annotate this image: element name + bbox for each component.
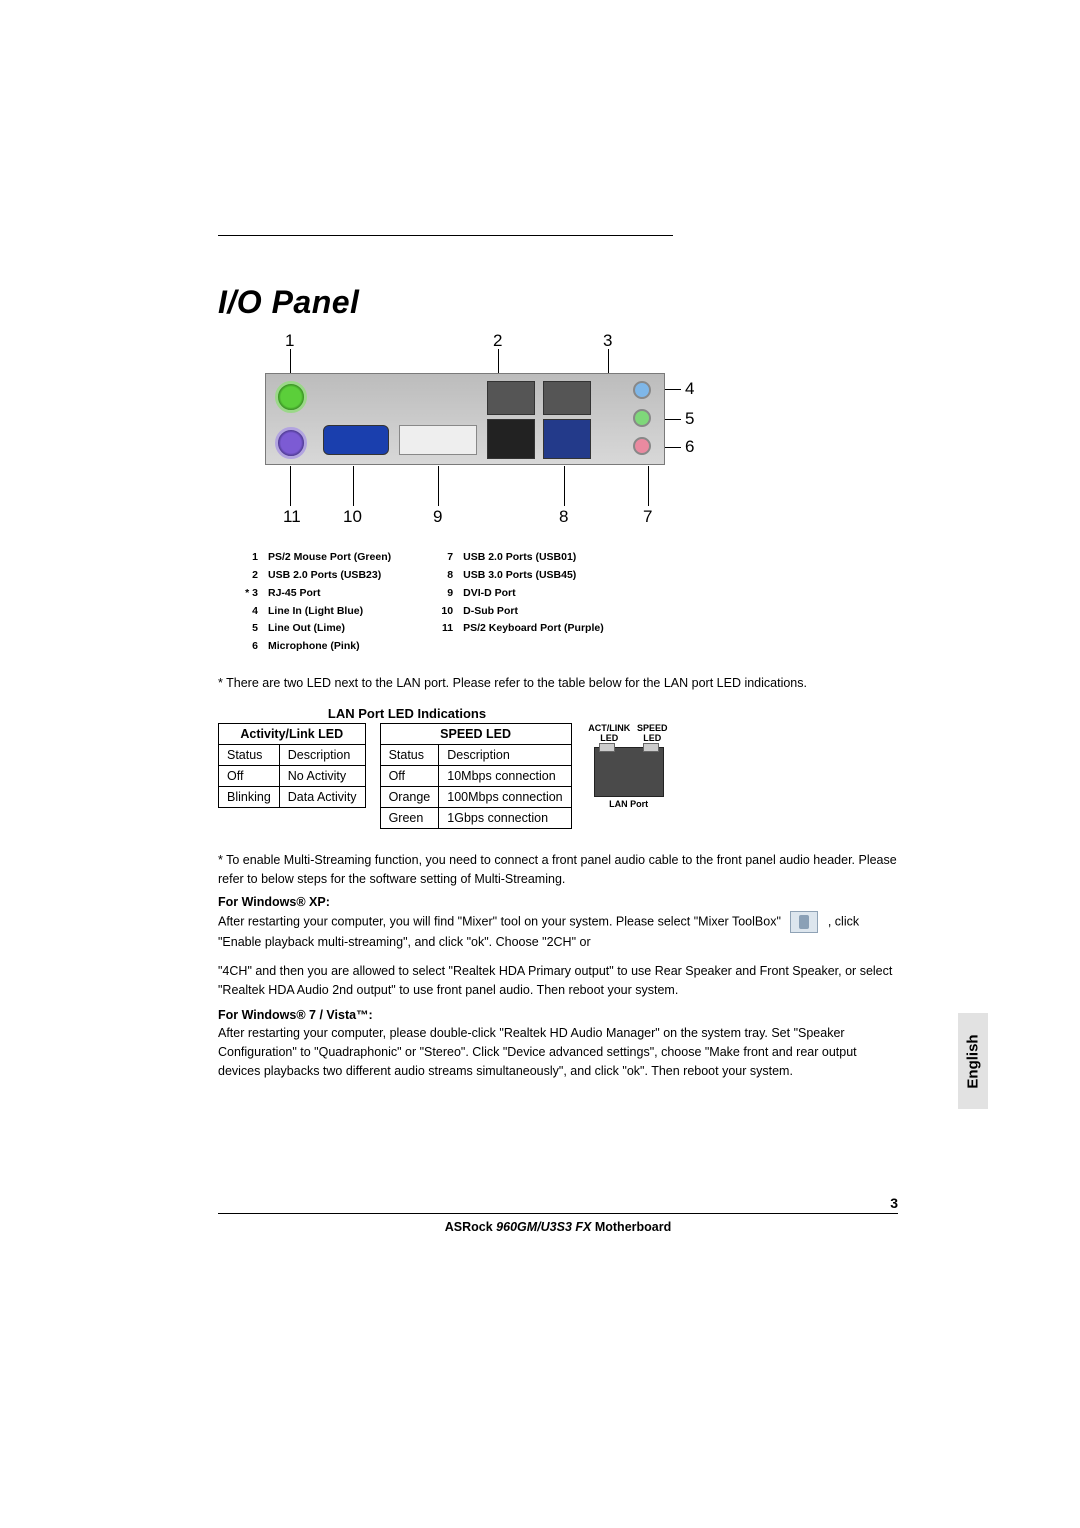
callout-8: 8 xyxy=(559,507,568,527)
page-footer: 3 ASRock 960GM/U3S3 FX Motherboard xyxy=(218,1195,898,1234)
rj45-port-icon xyxy=(487,381,535,415)
activity-led-table: Activity/Link LED StatusDescription OffN… xyxy=(218,723,366,808)
callout-3: 3 xyxy=(603,331,612,351)
audio-linein-icon xyxy=(633,381,651,399)
led-table-title: LAN Port LED Indications xyxy=(222,706,592,721)
mixer-toolbox-icon xyxy=(790,911,818,933)
usb3-block-icon xyxy=(543,419,591,459)
port-legend: 1PS/2 Mouse Port (Green)2USB 2.0 Ports (… xyxy=(236,549,898,656)
ps2-keyboard-port-icon xyxy=(275,427,307,459)
callout-1: 1 xyxy=(285,331,294,351)
callout-4: 4 xyxy=(685,379,694,399)
callout-9: 9 xyxy=(433,507,442,527)
audio-lineout-icon xyxy=(633,409,651,427)
io-panel-diagram: 1 2 3 4 5 6 7 8 9 10 11 xyxy=(243,331,673,531)
usb2-block-icon xyxy=(487,419,535,459)
speed-led-table: SPEED LED StatusDescription Off10Mbps co… xyxy=(380,723,572,829)
callout-11: 11 xyxy=(283,507,301,527)
callout-5: 5 xyxy=(685,409,694,429)
led-note: * There are two LED next to the LAN port… xyxy=(218,674,898,692)
page-title: I/O Panel xyxy=(218,284,898,321)
lan-port-figure: ACT/LINK LEDSPEED LED LAN Port xyxy=(586,723,672,809)
dvi-port-icon xyxy=(399,425,477,455)
lan-top-icon xyxy=(543,381,591,415)
ps2-mouse-port-icon xyxy=(275,381,307,413)
callout-7: 7 xyxy=(643,507,652,527)
multistreaming-text: * To enable Multi-Streaming function, yo… xyxy=(218,851,898,1081)
audio-mic-icon xyxy=(633,437,651,455)
callout-6: 6 xyxy=(685,437,694,457)
language-tab: English xyxy=(958,1013,988,1109)
vga-port-icon xyxy=(323,425,389,455)
callout-2: 2 xyxy=(493,331,502,351)
callout-10: 10 xyxy=(343,507,362,527)
